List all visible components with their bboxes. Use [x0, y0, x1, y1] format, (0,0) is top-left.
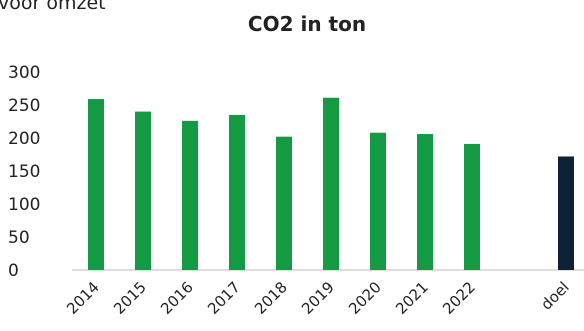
cut-off-header-text: voor omzet — [0, 0, 106, 14]
x-tick-label: doel — [537, 278, 572, 313]
bar-2019 — [323, 97, 339, 271]
bar-2020 — [370, 132, 386, 270]
bar-2015 — [135, 111, 151, 270]
bar-2017 — [229, 114, 245, 271]
bar-2018 — [276, 136, 292, 270]
y-tick-label: 100 — [8, 195, 40, 215]
bar-2014 — [88, 99, 104, 270]
x-tick-label: 2018 — [251, 278, 291, 318]
x-tick-label: 2017 — [204, 278, 244, 318]
y-tick-label: 300 — [8, 63, 40, 83]
y-tick-label: 200 — [8, 129, 40, 149]
x-tick-label: 2015 — [110, 278, 150, 318]
x-tick-label: 2021 — [392, 278, 432, 318]
x-tick-label: 2022 — [439, 278, 479, 318]
bars — [88, 97, 574, 271]
chart-title: CO2 in ton — [248, 12, 366, 36]
bar-target — [558, 156, 574, 270]
bar-2022 — [464, 143, 480, 270]
y-axis: 0 50 100 150 200 250 300 — [8, 63, 40, 281]
x-tick-label: 2019 — [298, 278, 338, 318]
bar-2016 — [182, 120, 198, 270]
y-tick-label: 50 — [8, 228, 30, 248]
x-tick-label: 2016 — [157, 278, 197, 318]
bar-2021 — [417, 134, 433, 270]
x-tick-label: 2014 — [63, 278, 103, 318]
x-tick-label: 2020 — [345, 278, 385, 318]
x-axis-labels: 2014 2015 2016 2017 2018 2019 2020 2021 2022 doel — [63, 278, 573, 318]
y-tick-label: 0 — [8, 261, 19, 281]
y-tick-label: 150 — [8, 162, 40, 182]
y-tick-label: 250 — [8, 96, 40, 116]
